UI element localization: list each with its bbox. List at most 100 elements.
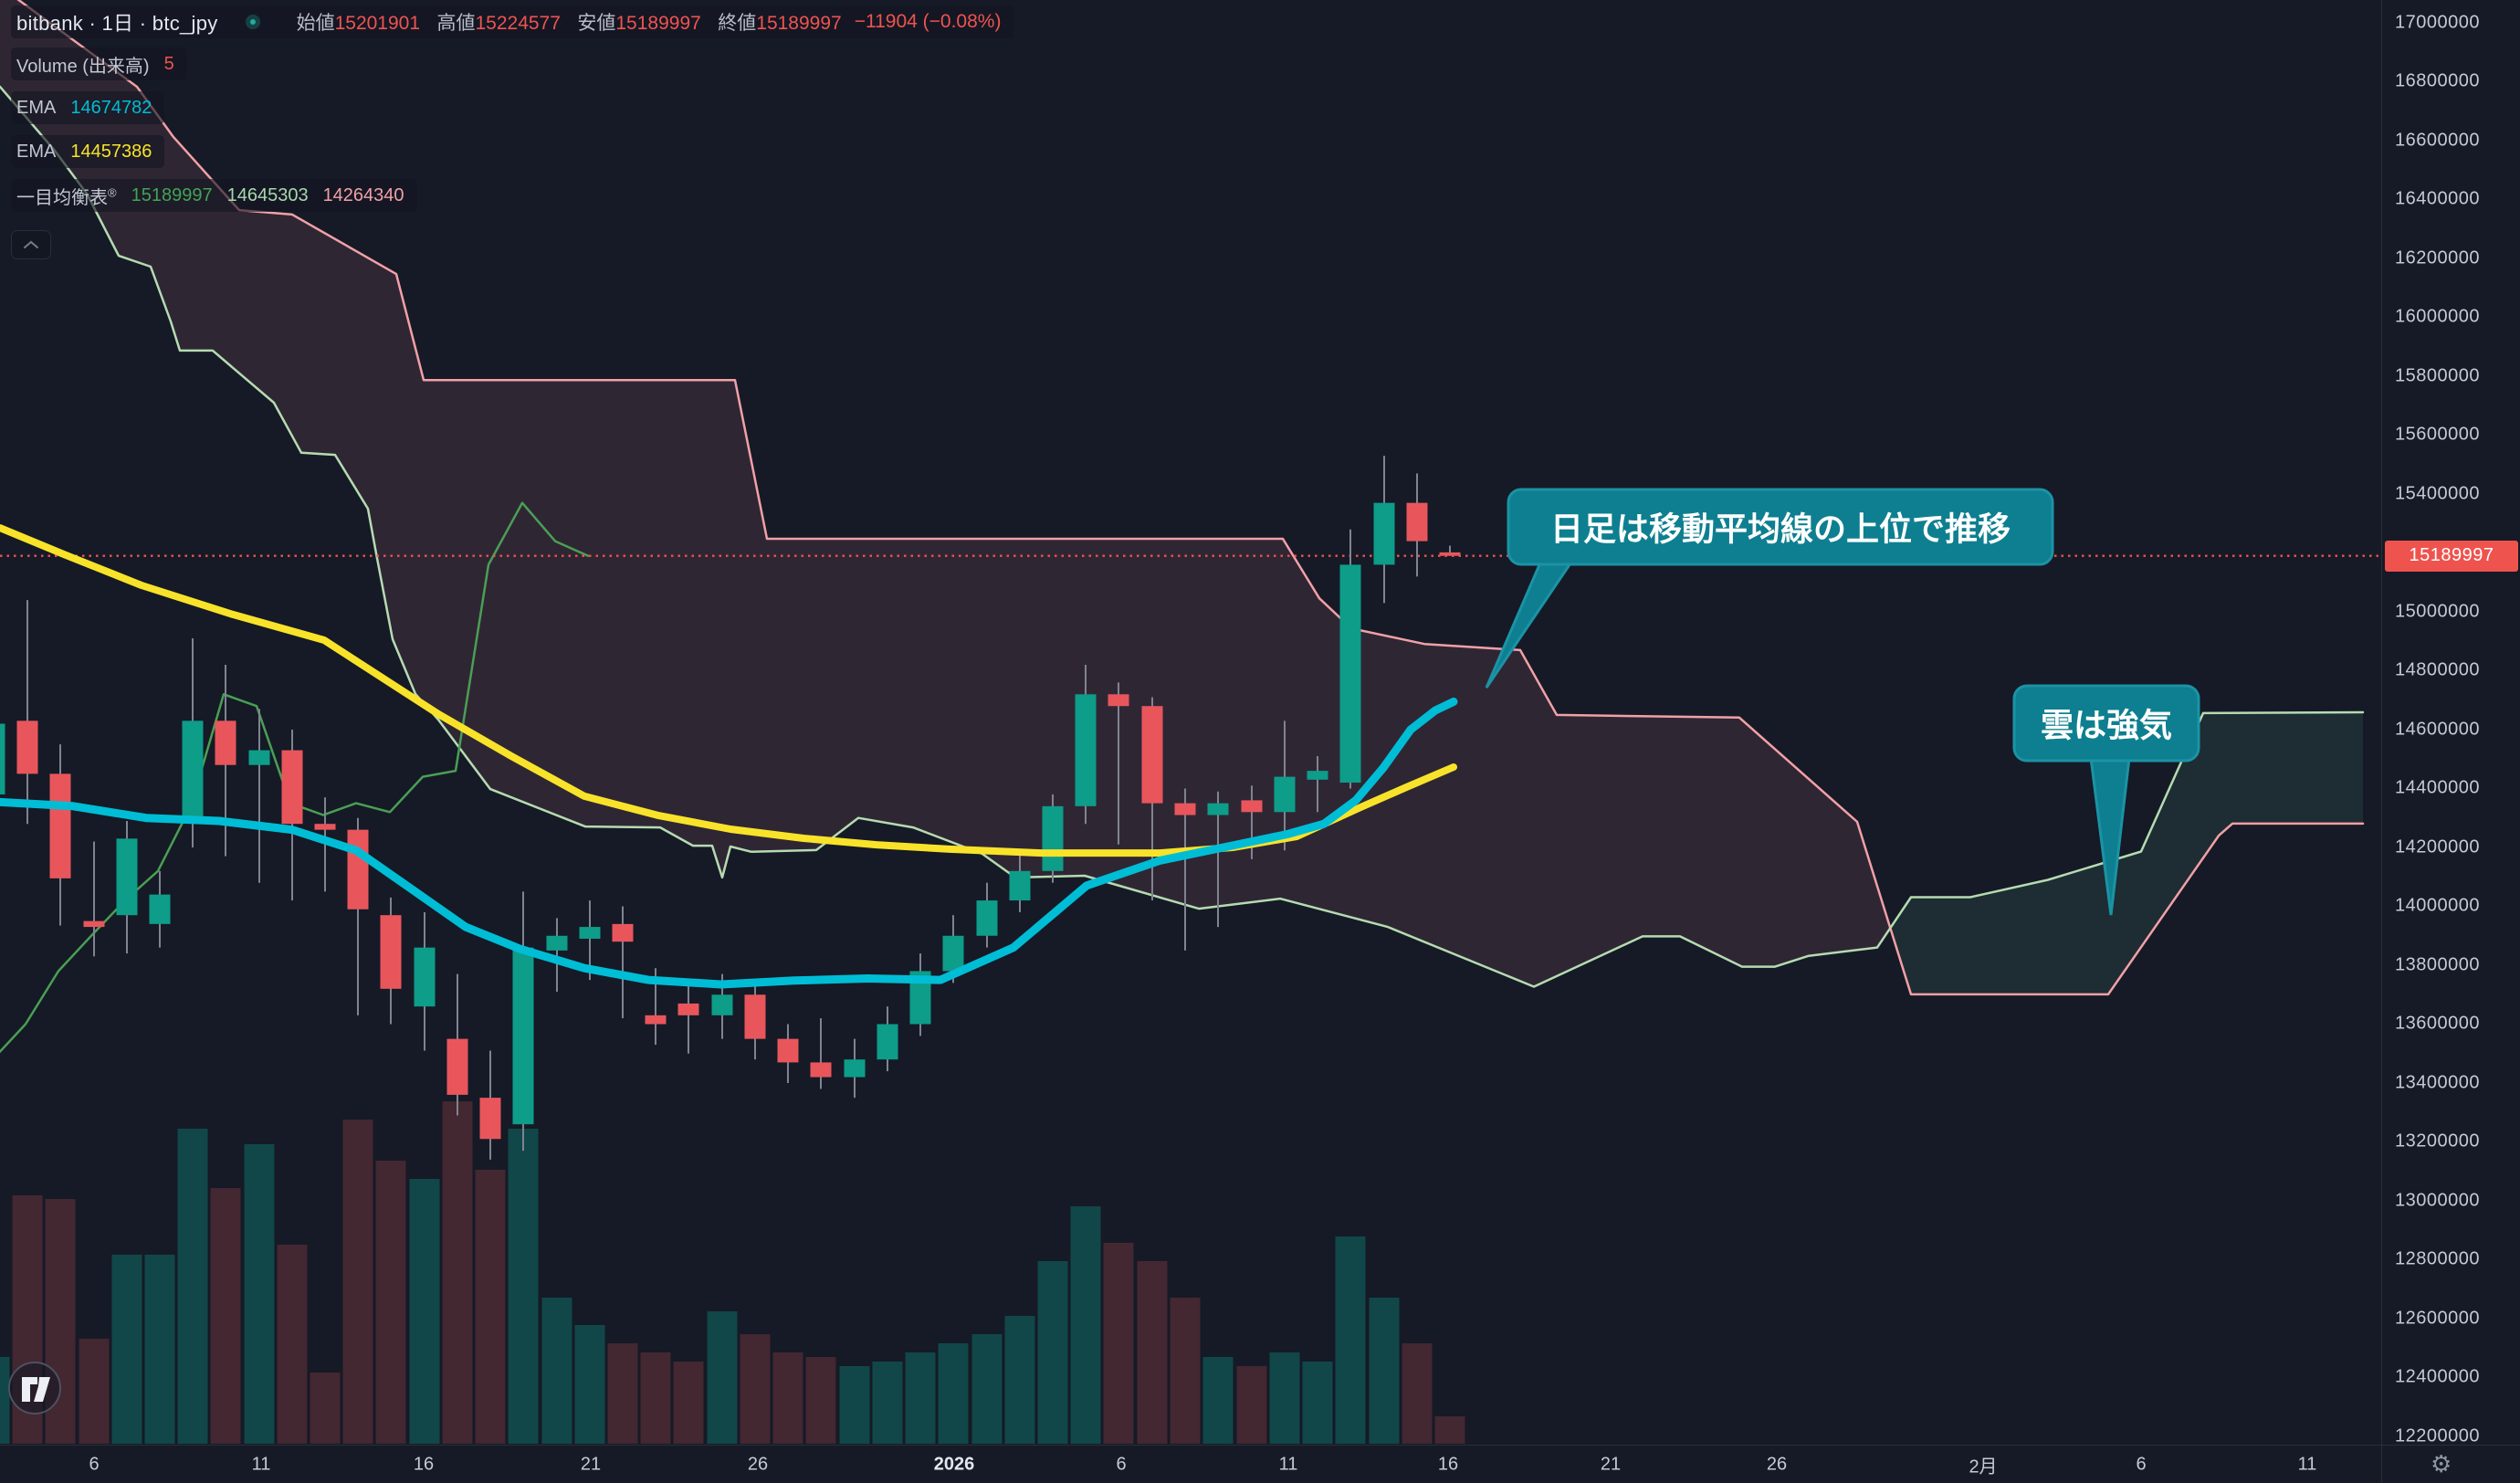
- volume-bar: [0, 1357, 10, 1444]
- volume-bar: [210, 1188, 241, 1444]
- candle-body: [645, 1015, 667, 1025]
- candle-body: [844, 1059, 866, 1078]
- time-tick-label: 2026: [933, 1454, 975, 1474]
- volume-bar: [79, 1339, 110, 1444]
- candle-body: [1406, 502, 1428, 542]
- candle-body: [16, 720, 38, 774]
- volume-bar: [244, 1144, 275, 1444]
- candle-body: [446, 1038, 468, 1095]
- ema-fast-line: [0, 697, 1458, 989]
- volume-bar: [905, 1352, 936, 1444]
- candle-body: [1207, 803, 1229, 815]
- volume-bar: [1402, 1343, 1433, 1444]
- volume-bar: [442, 1101, 473, 1444]
- volume-bar: [375, 1161, 406, 1444]
- callout-cloud-note-text: 雲は強気: [2041, 707, 2172, 744]
- price-tick-label: 16200000: [2395, 247, 2480, 268]
- volume-bar: [805, 1357, 836, 1444]
- candle-body: [1439, 552, 1461, 556]
- ichimoku-cloud-layer: [0, 0, 2365, 996]
- candle-body: [1339, 564, 1361, 784]
- candle-body: [0, 723, 5, 794]
- price-tick-label: 17000000: [2395, 12, 2480, 33]
- last-price-badge: 15189997: [2385, 540, 2518, 572]
- candle-body: [83, 920, 105, 928]
- time-tick-label: 6: [89, 1454, 100, 1474]
- time-tick-label: 26: [1766, 1454, 1788, 1474]
- senkou-b-line: [16, 0, 2365, 996]
- price-axis[interactable]: 15189997 17000000 16800000 16600000 1640000…: [2381, 0, 2520, 1446]
- candle-body: [1241, 800, 1263, 813]
- tradingview-logo-glyph: [22, 1377, 37, 1402]
- candle-body: [579, 927, 601, 939]
- volume-bar: [1236, 1366, 1267, 1444]
- volume-bar: [673, 1362, 704, 1444]
- volume-bar: [1369, 1298, 1400, 1444]
- price-tick-label: 15000000: [2395, 601, 2480, 622]
- candle-body: [314, 824, 336, 830]
- candle-body: [281, 750, 303, 825]
- volume-bar: [310, 1373, 341, 1444]
- volume-bar: [144, 1255, 175, 1444]
- price-tick-label: 16400000: [2395, 188, 2480, 209]
- volume-bar: [1137, 1261, 1168, 1444]
- volume-bar: [111, 1255, 142, 1444]
- volume-bar: [541, 1298, 572, 1444]
- gear-icon[interactable]: ⚙: [2431, 1450, 2452, 1478]
- time-axis[interactable]: ⚙ 6 11 16 21 26 2026 6 11 16 21 26 2月 6 11: [0, 1445, 2520, 1483]
- candle-body: [1042, 805, 1064, 871]
- price-tick-label: 14200000: [2395, 836, 2480, 857]
- volume-bar: [1302, 1362, 1333, 1444]
- tradingview-logo-circle: [8, 1362, 61, 1415]
- callout-ma-note-text: 日足は移動平均線の上位で推移: [1550, 510, 2011, 548]
- candle-body: [546, 935, 568, 951]
- callout-cloud-note[interactable]: 雲は強気: [2012, 684, 2200, 916]
- time-tick-label: 6: [1116, 1454, 1127, 1474]
- price-tick-label: 12200000: [2395, 1425, 2480, 1446]
- time-tick-label: 16: [1437, 1454, 1459, 1474]
- time-tick-label: 21: [1600, 1454, 1622, 1474]
- volume-bar: [1103, 1243, 1134, 1444]
- price-tick-label: 13200000: [2395, 1131, 2480, 1152]
- candle-body: [744, 994, 766, 1039]
- price-tick-label: 12400000: [2395, 1366, 2480, 1387]
- price-tick-label: 14600000: [2395, 719, 2480, 740]
- candle-body: [1141, 706, 1163, 804]
- price-tick-label: 13800000: [2395, 954, 2480, 975]
- candle-body: [810, 1062, 832, 1078]
- volume-bar: [1037, 1261, 1068, 1444]
- volume-bar: [707, 1311, 738, 1444]
- candle-body: [909, 971, 931, 1025]
- legend-collapse-button[interactable]: [11, 230, 51, 259]
- volume-bar: [1202, 1357, 1234, 1444]
- volume-bar: [574, 1325, 605, 1444]
- candle-body: [1108, 694, 1129, 707]
- price-tick-label: 15400000: [2395, 483, 2480, 504]
- time-tick-label: 2月: [1969, 1457, 1998, 1477]
- candle-body: [182, 720, 204, 818]
- volume-bar: [740, 1334, 771, 1444]
- tradingview-logo-glyph: [34, 1377, 50, 1402]
- candle-body: [380, 915, 402, 989]
- candle-body: [347, 829, 369, 910]
- senkou-a-line: [0, 85, 2365, 988]
- price-tick-label: 16000000: [2395, 306, 2480, 327]
- volume-bar: [277, 1245, 308, 1444]
- time-tick-label: 21: [580, 1454, 602, 1474]
- volume-bar: [971, 1334, 1003, 1444]
- time-tick-label: 6: [2136, 1454, 2147, 1474]
- price-tick-label: 15600000: [2395, 424, 2480, 445]
- volume-bar: [1004, 1316, 1035, 1444]
- callout-ma-note[interactable]: 日足は移動平均線の上位で推移: [1485, 488, 2054, 689]
- volume-bar: [409, 1179, 440, 1444]
- candle-body: [711, 994, 733, 1015]
- candles-layer: [0, 456, 1461, 1160]
- time-tick-label: 16: [413, 1454, 435, 1474]
- candle-body: [116, 838, 138, 916]
- candle-body: [677, 1003, 699, 1015]
- candle-body: [1075, 694, 1097, 806]
- price-tick-label: 15800000: [2395, 365, 2480, 386]
